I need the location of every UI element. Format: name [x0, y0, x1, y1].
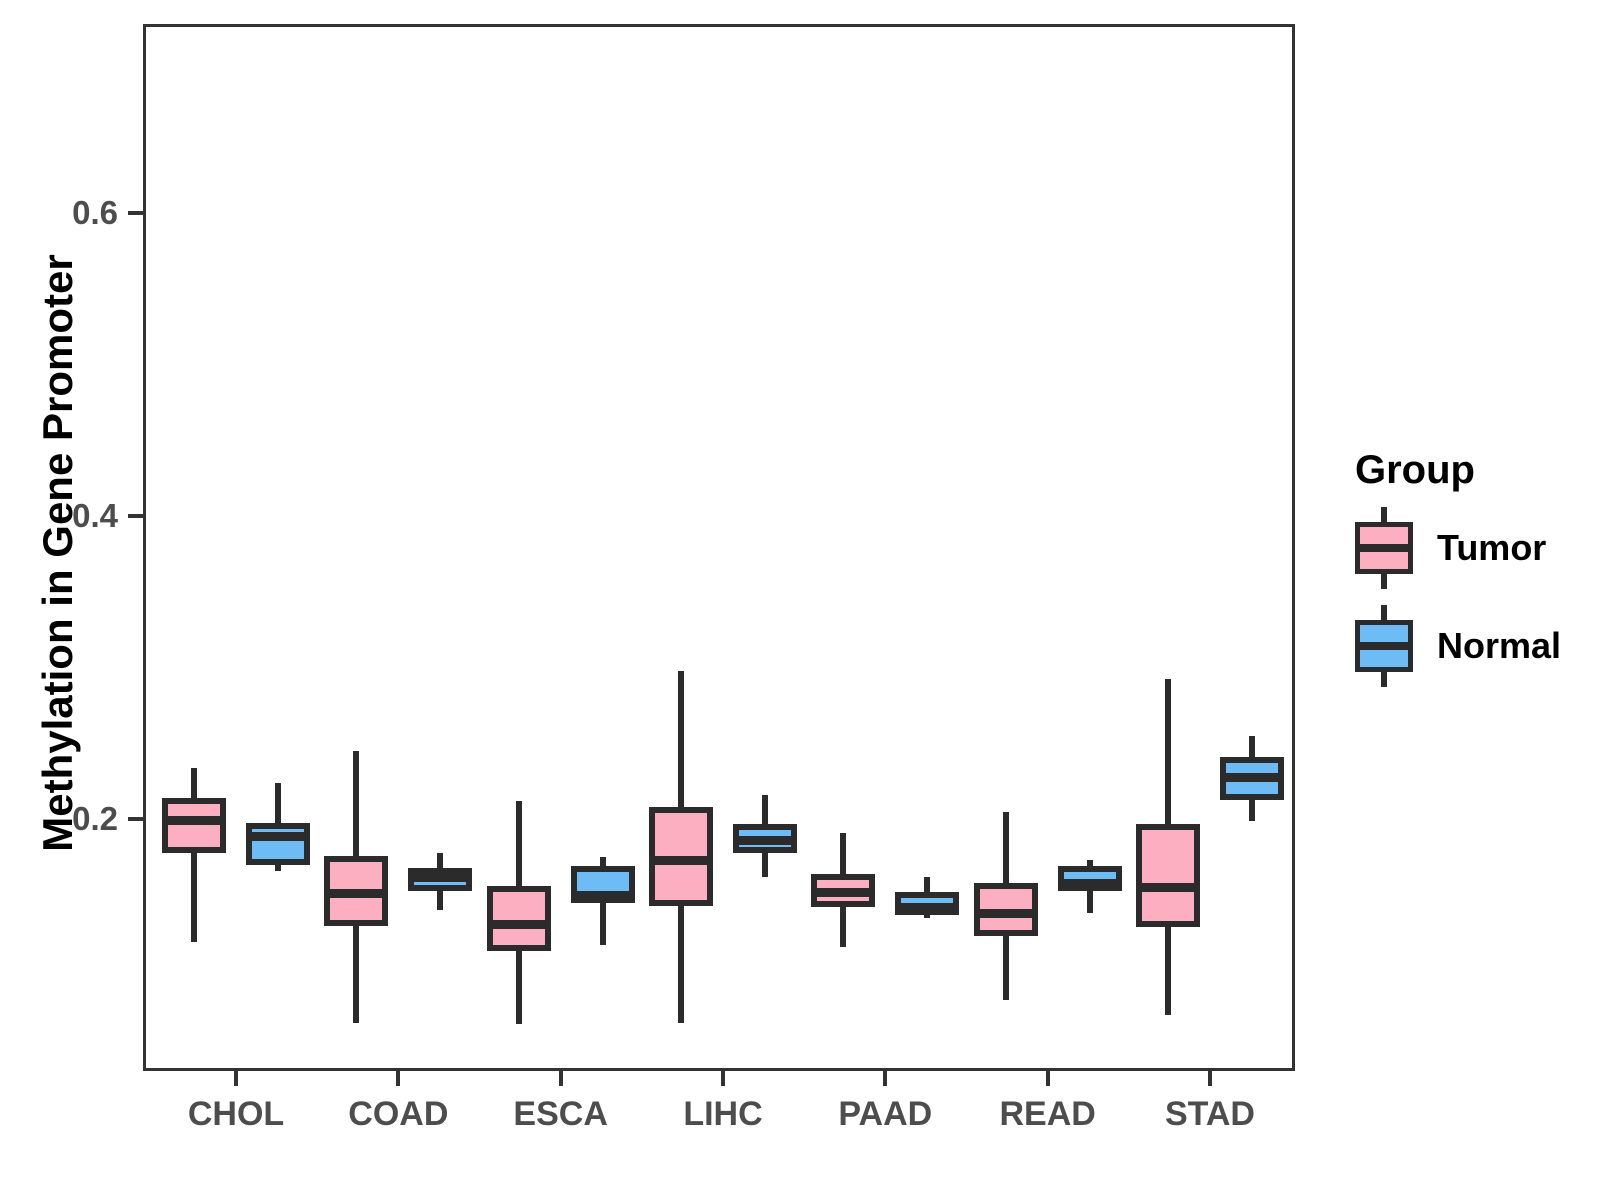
median-Tumor-READ [973, 908, 1038, 918]
boxplot-key-icon [1355, 507, 1413, 589]
box-Tumor-CHOL [162, 798, 226, 853]
key-median [1355, 544, 1413, 552]
median-Normal-STAD [1219, 772, 1284, 782]
legend-item-tumor: Tumor [1355, 507, 1561, 589]
median-Normal-LIHC [732, 836, 797, 846]
y-tick-mark-0.6 [128, 211, 143, 216]
median-Tumor-COAD [324, 889, 389, 899]
legend: Group Tumor Normal [1355, 448, 1561, 703]
x-tick-label-COAD: COAD [348, 1095, 449, 1133]
median-Tumor-CHOL [162, 816, 226, 826]
median-Normal-CHOL [246, 831, 310, 841]
legend-label-tumor: Tumor [1437, 527, 1547, 568]
legend-title: Group [1355, 448, 1475, 492]
box-Normal-CHOL [246, 822, 310, 865]
median-Normal-PAAD [895, 902, 960, 912]
x-tick-mark-COAD [396, 1071, 401, 1086]
median-Normal-COAD [408, 872, 473, 882]
y-tick-label-0.2: 0.2 [72, 800, 118, 838]
y-axis-title: Methylation in Gene Promoter [34, 254, 81, 852]
x-tick-label-STAD: STAD [1164, 1095, 1255, 1133]
legend-label-normal: Normal [1437, 625, 1562, 666]
y-tick-mark-0.2 [128, 817, 143, 822]
x-tick-mark-READ [1045, 1071, 1050, 1086]
box-Tumor-ESCA [486, 886, 551, 952]
legend-item-normal: Normal [1355, 605, 1561, 687]
x-tick-label-CHOL: CHOL [187, 1095, 285, 1133]
y-tick-label-0.6: 0.6 [72, 194, 118, 232]
x-tick-mark-ESCA [558, 1071, 563, 1086]
median-Normal-READ [1057, 878, 1122, 888]
median-Tumor-PAAD [811, 887, 876, 897]
x-tick-mark-CHOL [234, 1071, 238, 1086]
median-Normal-ESCA [570, 890, 635, 900]
key-median [1355, 642, 1413, 650]
x-tick-label-READ: READ [999, 1095, 1096, 1133]
whisker-Tumor-CHOL [191, 767, 197, 943]
x-tick-label-ESCA: ESCA [513, 1095, 608, 1133]
boxplot-key-icon [1355, 605, 1413, 687]
x-tick-mark-LIHC [720, 1071, 725, 1086]
x-tick-mark-STAD [1207, 1071, 1212, 1086]
box-Tumor-STAD [1135, 824, 1200, 928]
y-tick-mark-0.4 [128, 514, 143, 519]
x-tick-mark-PAAD [883, 1071, 888, 1086]
median-Tumor-ESCA [486, 919, 551, 929]
median-Tumor-LIHC [648, 855, 713, 865]
x-tick-label-LIHC: LIHC [683, 1095, 763, 1133]
x-tick-label-PAAD: PAAD [838, 1095, 933, 1133]
y-tick-label-0.4: 0.4 [72, 497, 118, 535]
plot-panel [143, 24, 1295, 1071]
median-Tumor-STAD [1135, 883, 1200, 893]
